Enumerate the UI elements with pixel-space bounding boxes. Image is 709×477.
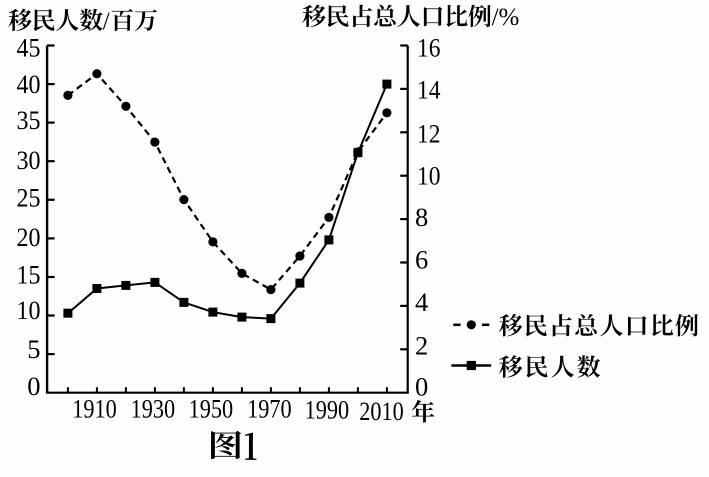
svg-text:1970: 1970: [247, 394, 292, 424]
svg-text:/: /: [103, 8, 110, 35]
svg-text:1910: 1910: [72, 393, 117, 423]
svg-text:4: 4: [415, 287, 428, 317]
svg-text:20: 20: [17, 222, 41, 252]
svg-text:12: 12: [417, 119, 441, 149]
svg-text:2010: 2010: [359, 396, 404, 426]
svg-text:0: 0: [415, 371, 428, 401]
svg-text:1950: 1950: [189, 393, 234, 423]
svg-text:16: 16: [417, 32, 441, 62]
svg-text:6: 6: [415, 244, 428, 274]
svg-text:40: 40: [17, 69, 41, 99]
svg-text:1930: 1930: [131, 393, 176, 423]
svg-text:10: 10: [417, 161, 441, 191]
svg-text:2: 2: [415, 331, 428, 361]
svg-text:45: 45: [17, 33, 41, 63]
svg-text:/%: /%: [492, 4, 520, 31]
svg-text:10: 10: [17, 295, 41, 325]
svg-text:25: 25: [17, 183, 41, 213]
svg-text:14: 14: [417, 75, 441, 105]
svg-text:15: 15: [17, 259, 41, 289]
svg-text:1990: 1990: [305, 395, 350, 425]
svg-text:30: 30: [17, 145, 41, 175]
svg-text:8: 8: [415, 202, 428, 232]
svg-text:5: 5: [27, 334, 40, 364]
svg-text:35: 35: [17, 105, 41, 135]
svg-text:0: 0: [27, 371, 40, 401]
